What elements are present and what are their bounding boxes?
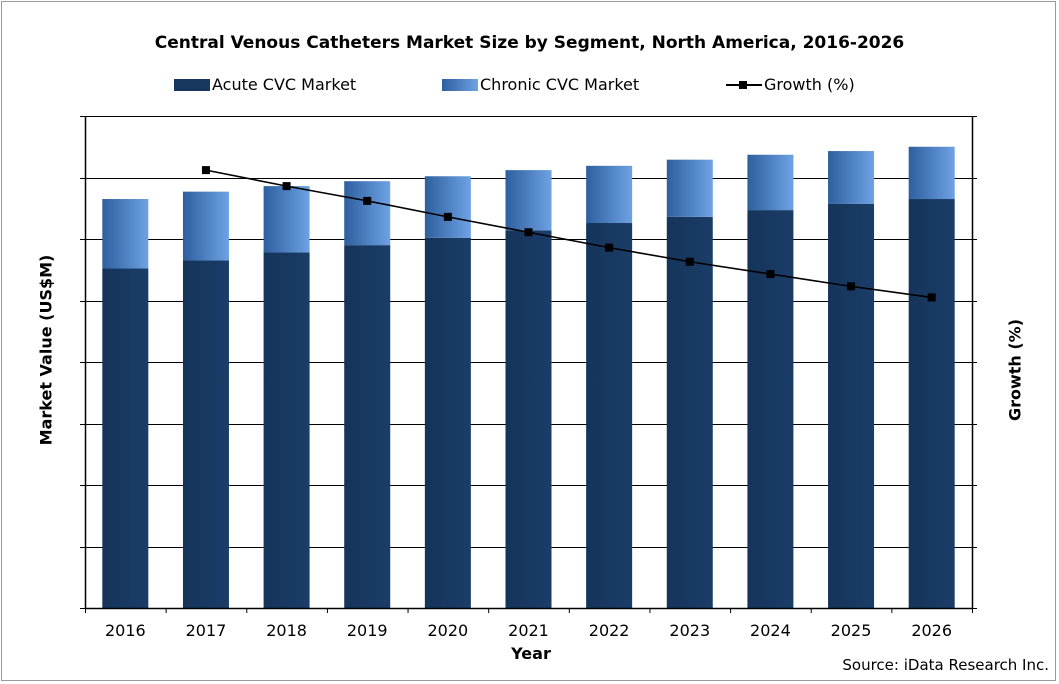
bar-acute-2019 bbox=[344, 245, 391, 608]
bar-acute-2017 bbox=[182, 260, 229, 608]
source-note: Source: iData Research Inc. bbox=[842, 656, 1049, 674]
x-tick-label-2018: 2018 bbox=[266, 621, 307, 640]
legend-swatch-acute bbox=[174, 78, 210, 91]
x-tick-label-2022: 2022 bbox=[589, 621, 630, 640]
bar-chronic-2016 bbox=[102, 199, 149, 269]
bar-chronic-2026 bbox=[908, 146, 955, 200]
x-tick-label-2017: 2017 bbox=[186, 621, 227, 640]
bar-acute-2023 bbox=[666, 216, 713, 609]
bar-acute-2020 bbox=[424, 237, 471, 608]
chart-title: Central Venous Catheters Market Size by … bbox=[154, 33, 905, 53]
growth-marker-2024 bbox=[766, 270, 775, 279]
x-tick-label-2019: 2019 bbox=[347, 621, 388, 640]
bar-chronic-2023 bbox=[666, 159, 713, 217]
growth-marker-2025 bbox=[847, 282, 856, 291]
growth-marker-2018 bbox=[282, 182, 291, 191]
x-tick-label-2026: 2026 bbox=[911, 621, 952, 640]
bar-chronic-2022 bbox=[586, 165, 633, 224]
legend-item-growth: Growth (%) bbox=[726, 75, 855, 94]
x-tick-label-2024: 2024 bbox=[750, 621, 791, 640]
legend-label-growth: Growth (%) bbox=[764, 75, 855, 94]
bar-acute-2021 bbox=[505, 230, 552, 608]
bar-chronic-2020 bbox=[424, 176, 471, 238]
growth-marker-2021 bbox=[524, 228, 533, 237]
bar-chronic-2024 bbox=[747, 154, 794, 211]
growth-marker-2026 bbox=[927, 293, 936, 302]
bar-chronic-2018 bbox=[263, 186, 310, 253]
growth-marker-2019 bbox=[363, 196, 372, 205]
legend: Acute CVC Market Chronic CVC Market Grow… bbox=[0, 75, 1059, 97]
bar-acute-2018 bbox=[263, 252, 310, 608]
legend-label-acute: Acute CVC Market bbox=[212, 75, 357, 94]
x-tick-label-2020: 2020 bbox=[428, 621, 469, 640]
legend-item-acute: Acute CVC Market bbox=[174, 75, 356, 94]
x-tick-label-2021: 2021 bbox=[508, 621, 549, 640]
bar-acute-2024 bbox=[747, 210, 794, 608]
bar-chronic-2025 bbox=[828, 151, 875, 204]
bar-chronic-2017 bbox=[182, 191, 229, 261]
bar-acute-2022 bbox=[586, 223, 633, 608]
x-tick-label-2025: 2025 bbox=[831, 621, 872, 640]
bar-chronic-2021 bbox=[505, 170, 552, 231]
growth-marker-2023 bbox=[685, 257, 694, 266]
legend-item-chronic: Chronic CVC Market bbox=[442, 75, 639, 94]
bar-chronic-2019 bbox=[344, 181, 391, 246]
growth-marker-2017 bbox=[201, 166, 210, 175]
legend-swatch-chronic bbox=[442, 78, 478, 91]
legend-label-chronic: Chronic CVC Market bbox=[480, 75, 640, 94]
bar-acute-2016 bbox=[102, 268, 149, 608]
x-axis-label: Year bbox=[511, 644, 551, 663]
bar-acute-2025 bbox=[828, 203, 875, 608]
x-tick-label-2023: 2023 bbox=[669, 621, 710, 640]
bar-acute-2026 bbox=[908, 199, 955, 608]
growth-line bbox=[205, 169, 932, 299]
x-tick-label-2016: 2016 bbox=[105, 621, 146, 640]
growth-marker-2022 bbox=[605, 243, 614, 252]
growth-marker-2020 bbox=[443, 212, 452, 221]
legend-swatch-growth bbox=[726, 79, 762, 91]
